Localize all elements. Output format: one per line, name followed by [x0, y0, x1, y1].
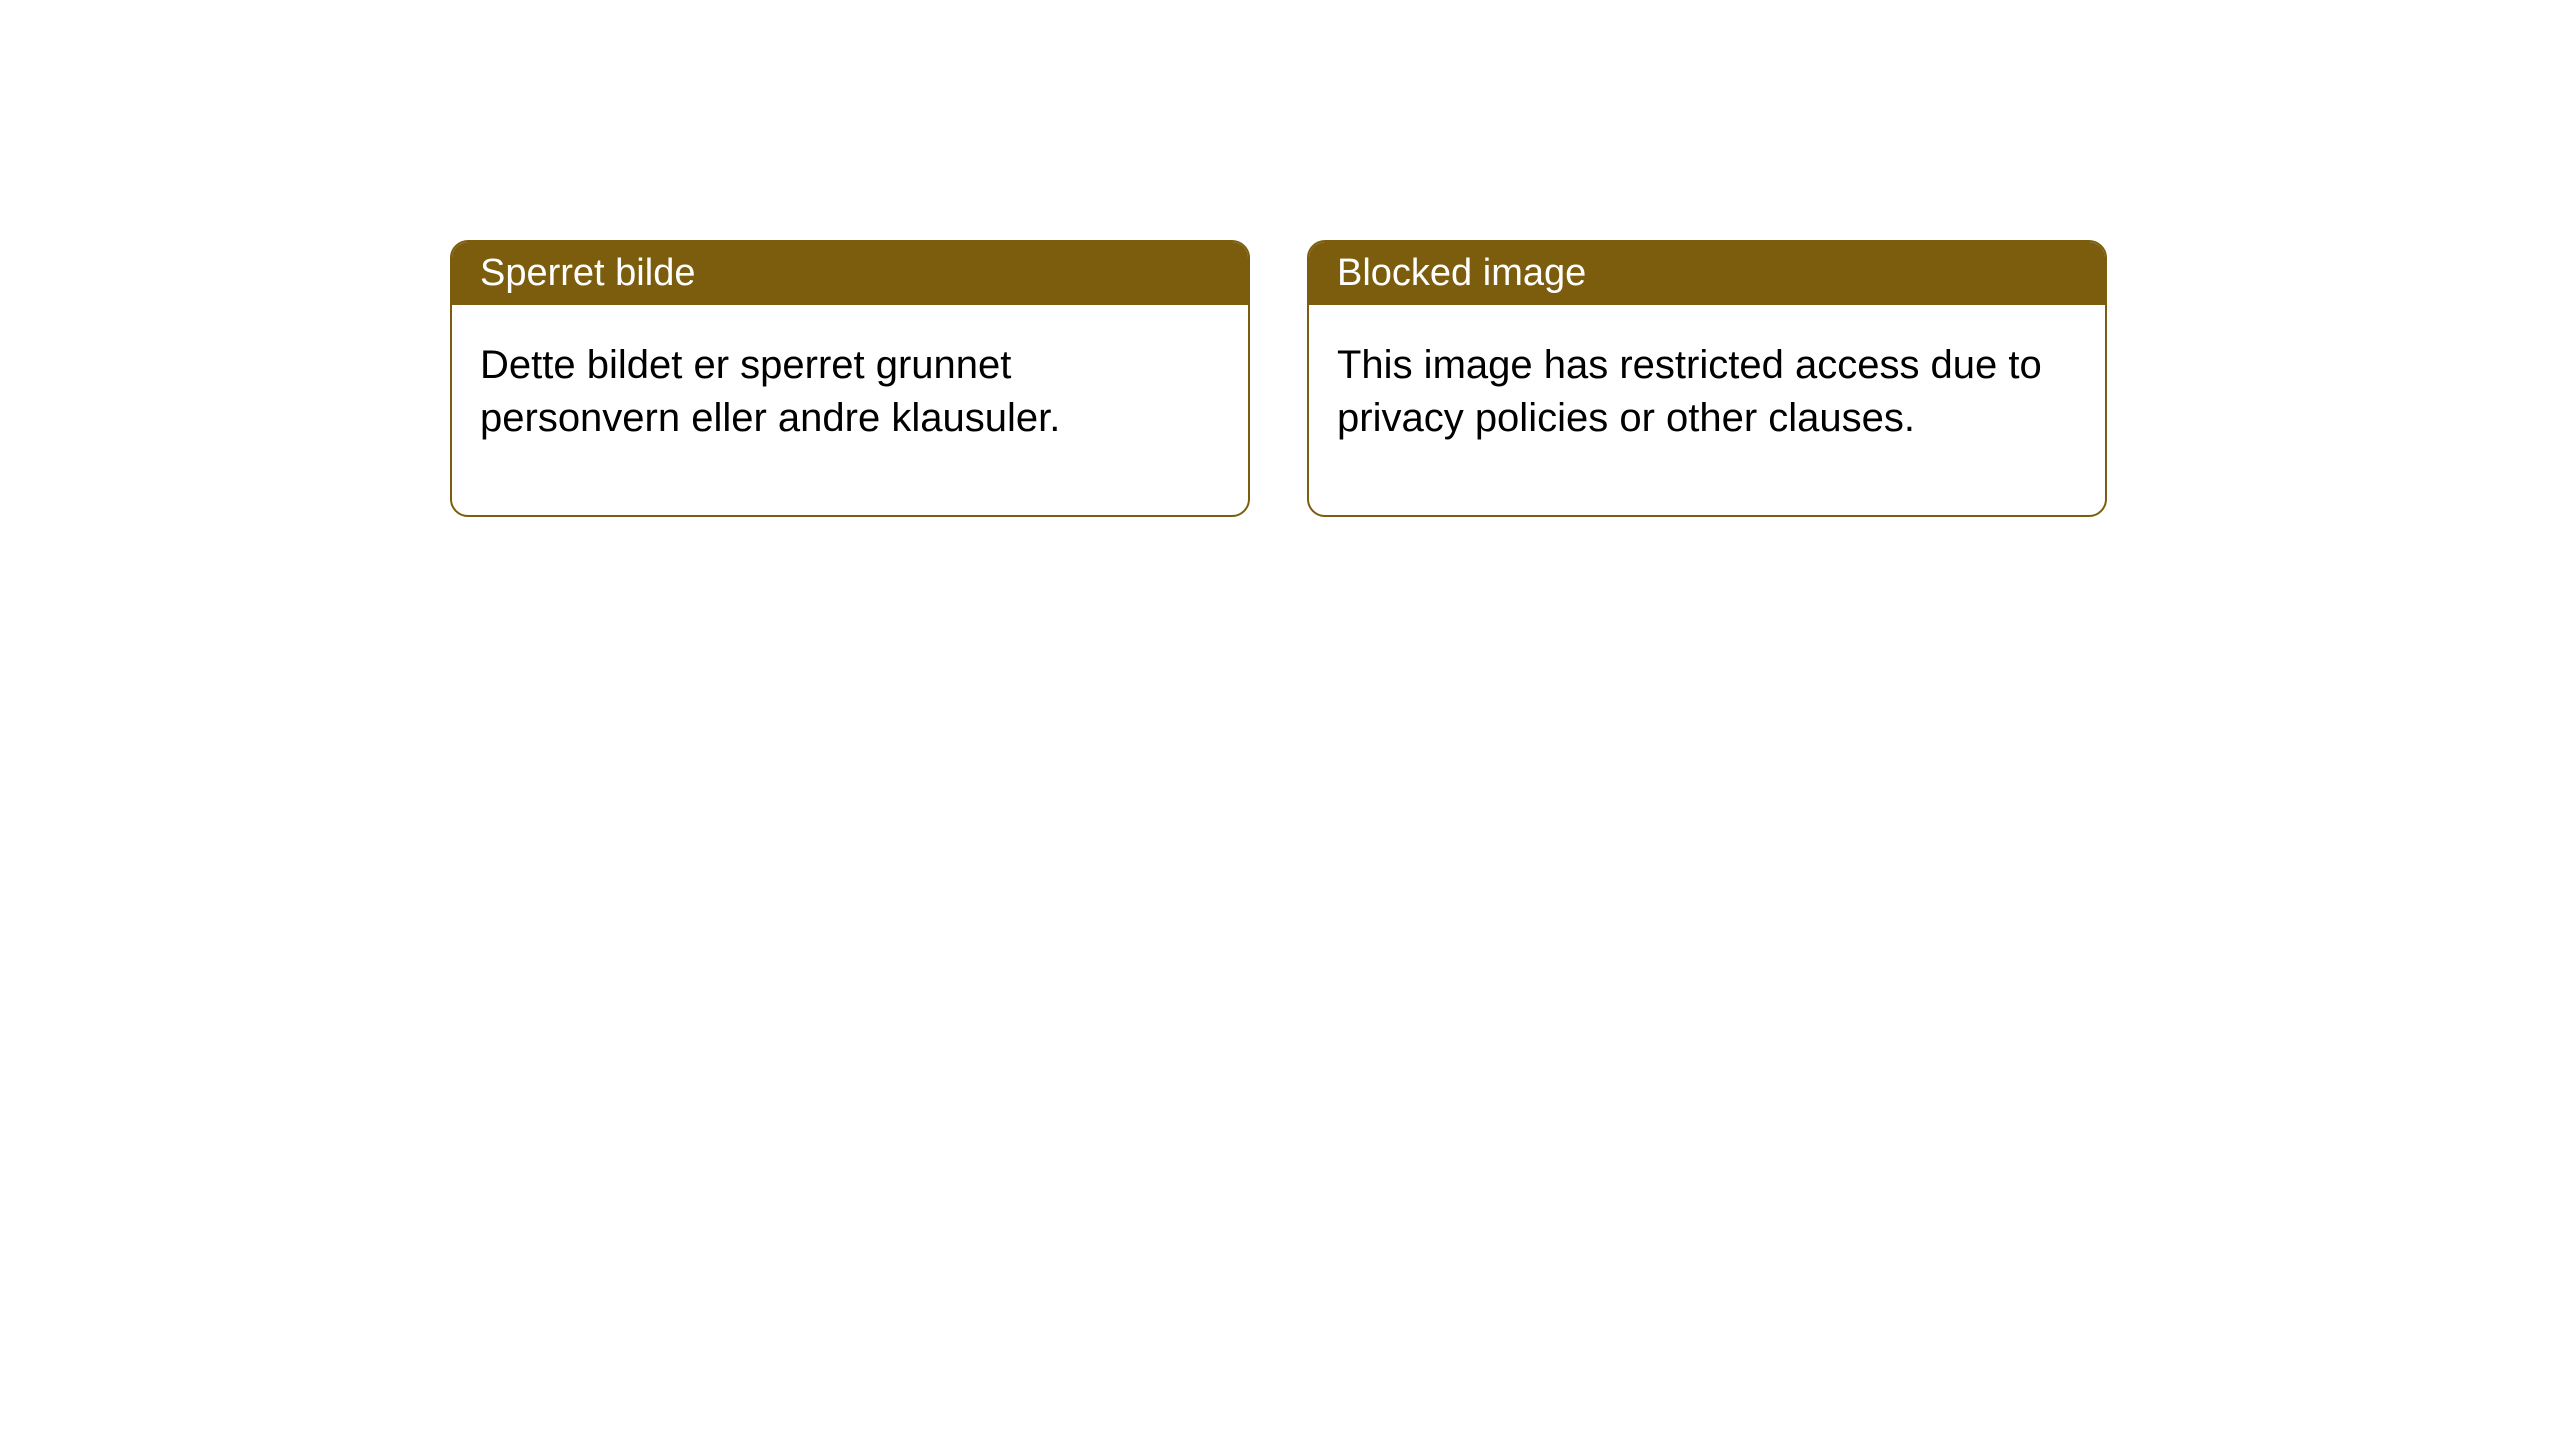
notice-card-norwegian: Sperret bilde Dette bildet er sperret gr…: [450, 240, 1250, 517]
card-body-norwegian: Dette bildet er sperret grunnet personve…: [452, 305, 1248, 515]
card-header-norwegian: Sperret bilde: [452, 242, 1248, 305]
notice-card-english: Blocked image This image has restricted …: [1307, 240, 2107, 517]
card-title-english: Blocked image: [1337, 252, 1586, 294]
card-body-english: This image has restricted access due to …: [1309, 305, 2105, 515]
card-title-norwegian: Sperret bilde: [480, 252, 695, 294]
card-header-english: Blocked image: [1309, 242, 2105, 305]
notice-cards-container: Sperret bilde Dette bildet er sperret gr…: [450, 240, 2107, 517]
card-text-norwegian: Dette bildet er sperret grunnet personve…: [480, 343, 1060, 440]
card-text-english: This image has restricted access due to …: [1337, 343, 2042, 440]
